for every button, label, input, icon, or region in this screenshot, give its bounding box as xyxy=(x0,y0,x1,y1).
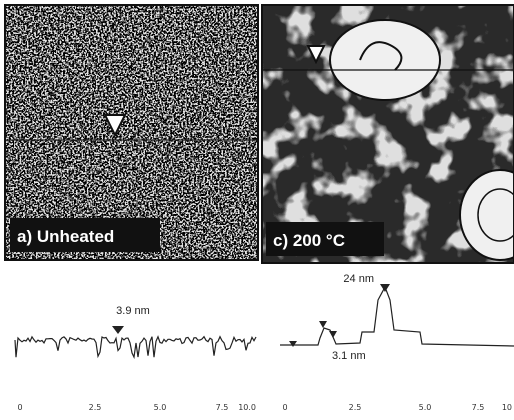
marker xyxy=(112,326,124,334)
x-axis-left: 0 2.5 5.0 7.5 10.0 xyxy=(17,403,256,412)
height-profile xyxy=(14,335,257,360)
x-tick-label: 2.5 xyxy=(89,403,102,412)
x-tick-label: 5.0 xyxy=(154,403,167,412)
annotation: 24 nm xyxy=(343,273,374,285)
image-unheated: a) Unheated xyxy=(5,5,258,260)
annotation: 3.1 nm xyxy=(332,350,366,362)
x-tick-label: 5.0 xyxy=(419,403,432,412)
panel-label: a) Unheated xyxy=(17,227,114,246)
panel-label: c) 200 °C xyxy=(273,231,345,250)
x-tick-label: 10.0 xyxy=(238,403,256,412)
x-tick-label: 7.5 xyxy=(472,403,485,412)
x-tick-label: 7.5 xyxy=(216,403,229,412)
annotation: 3.9 nm xyxy=(116,305,150,317)
height-profile xyxy=(280,285,514,347)
x-axis-right: 0 2.5 5.0 7.5 10 xyxy=(282,403,512,412)
x-tick-label: 10 xyxy=(502,403,512,412)
marker xyxy=(289,284,390,347)
x-tick-label: 2.5 xyxy=(349,403,362,412)
frame xyxy=(261,4,514,264)
x-tick-label: 0 xyxy=(17,403,22,412)
x-tick-label: 0 xyxy=(282,403,287,412)
image-200c: c) 200 °C xyxy=(262,5,514,263)
frame xyxy=(4,4,259,261)
